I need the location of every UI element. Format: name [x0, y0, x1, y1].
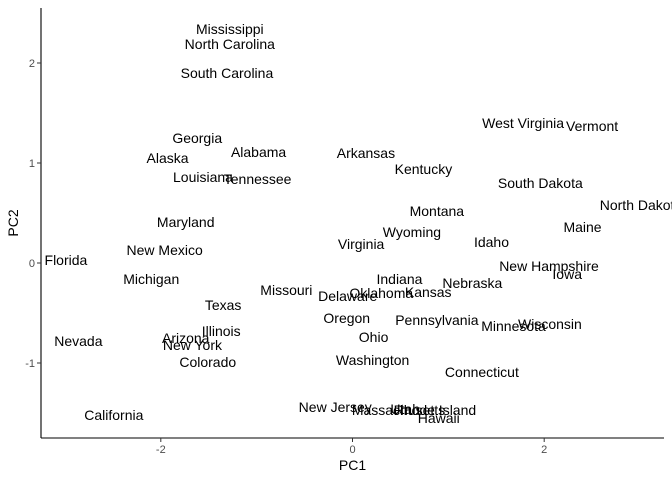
point-label: Vermont	[566, 118, 618, 134]
y-axis-title: PC2	[5, 209, 21, 236]
point-label: Connecticut	[445, 364, 519, 380]
point-label: Tennessee	[224, 171, 292, 187]
y-axis-ticks: -1 0 1 2	[25, 58, 41, 370]
point-label: Hawaii	[418, 410, 460, 426]
point-label: Delaware	[318, 288, 377, 304]
point-label: Montana	[410, 203, 465, 219]
point-label: West Virginia	[482, 115, 564, 131]
point-label: Massachusetts	[352, 402, 445, 418]
point-label: New York	[163, 337, 223, 353]
point-label: California	[84, 407, 143, 423]
point-label: North Carolina	[185, 36, 275, 52]
point-label: Mississippi	[196, 21, 264, 37]
point-label: Arizona	[162, 330, 210, 346]
point-label: Nevada	[54, 333, 102, 349]
point-label: Nebraska	[442, 275, 502, 291]
y-tick-label: -1	[25, 358, 35, 370]
y-tick-label: 1	[29, 158, 35, 170]
point-label: Kentucky	[395, 161, 453, 177]
point-label: Colorado	[179, 354, 236, 370]
point-label: South Carolina	[181, 65, 274, 81]
x-tick-label: 0	[349, 444, 355, 456]
point-label: Maryland	[157, 214, 215, 230]
point-label: Kansas	[405, 284, 452, 300]
x-tick-label: 2	[541, 444, 547, 456]
point-label: Missouri	[260, 282, 312, 298]
point-label: Maine	[563, 219, 601, 235]
point-label: Wyoming	[383, 224, 441, 240]
point-label: Michigan	[123, 271, 179, 287]
point-label: Ohio	[359, 329, 389, 345]
point-label: New Mexico	[127, 242, 203, 258]
point-label: Minnesota	[481, 318, 546, 334]
point-label: Arkansas	[337, 145, 395, 161]
point-label: Rhode Island	[394, 402, 477, 418]
point-label: Alaska	[147, 150, 189, 166]
point-label: Florida	[45, 252, 88, 268]
point-label: Louisiana	[173, 169, 233, 185]
point-label: Wisconsin	[518, 316, 582, 332]
point-label: Iowa	[552, 266, 582, 282]
point-label: Illinois	[202, 323, 241, 339]
x-axis-ticks: -2 0 2	[156, 438, 547, 456]
point-label: New Jersey	[299, 399, 372, 415]
y-tick-label: 2	[29, 58, 35, 70]
point-label: Oregon	[323, 310, 370, 326]
point-label: South Dakota	[498, 175, 583, 191]
point-label: Alabama	[231, 144, 286, 160]
point-label: Washington	[336, 352, 409, 368]
point-label: North Dakota	[600, 197, 672, 213]
point-label: Pennsylvania	[395, 312, 478, 328]
point-label: Virginia	[338, 236, 385, 252]
point-label: Utah	[390, 401, 420, 417]
x-tick-label: -2	[156, 444, 166, 456]
point-label: New Hampshire	[499, 258, 599, 274]
point-label: Georgia	[172, 130, 222, 146]
point-label: Indiana	[376, 271, 422, 287]
y-tick-label: 0	[29, 258, 35, 270]
x-axis-title: PC1	[339, 457, 366, 473]
point-label: Texas	[205, 297, 242, 313]
point-label: Idaho	[474, 234, 509, 250]
point-label: Oklahoma	[349, 285, 413, 301]
